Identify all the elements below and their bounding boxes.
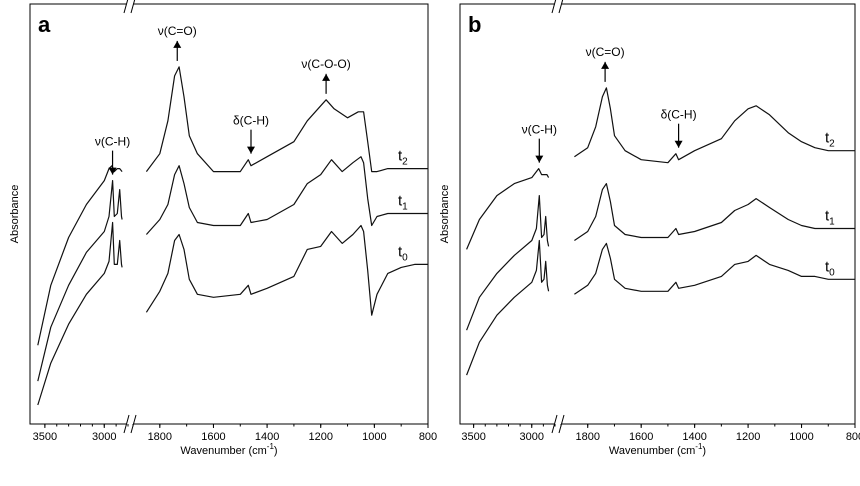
series-t0-line-low bbox=[145, 224, 428, 316]
panel-letter: a bbox=[38, 12, 51, 37]
y-axis-title: Absorbance bbox=[9, 185, 21, 244]
annotation-label: δ(C-H) bbox=[661, 108, 697, 122]
annotation-arrow-head bbox=[322, 73, 331, 81]
x-tick-label: 1800 bbox=[575, 431, 599, 443]
x-tick-label: 3000 bbox=[520, 431, 544, 443]
series-t2-line-low bbox=[145, 66, 428, 173]
x-tick-label: 1200 bbox=[736, 431, 760, 443]
x-tick-label: 1200 bbox=[308, 431, 332, 443]
plot-frame-left bbox=[29, 3, 127, 425]
series-label-main: t bbox=[398, 243, 403, 260]
series-t0-label: t0 bbox=[398, 243, 408, 263]
series-t1-label: t1 bbox=[398, 193, 408, 213]
x-tick-label: 3500 bbox=[33, 431, 57, 443]
series-t0-label: t0 bbox=[825, 258, 835, 278]
x-tick-label: 1800 bbox=[148, 431, 172, 443]
series-t1-line-low bbox=[145, 156, 428, 235]
series-t1-line-high bbox=[466, 195, 550, 331]
annotation-label: ν(C=O) bbox=[586, 45, 625, 59]
annotation-label: ν(C-H) bbox=[522, 123, 557, 137]
plot-frame-left bbox=[459, 3, 555, 425]
axis-break-mark bbox=[558, 0, 564, 14]
x-axis-title-end: ) bbox=[274, 445, 278, 457]
annotation-label: ν(C=O) bbox=[158, 24, 197, 38]
series-label-subscript: 0 bbox=[829, 267, 835, 278]
series-t1-label: t1 bbox=[825, 207, 835, 227]
x-tick-label: 3000 bbox=[92, 431, 116, 443]
axis-break-mark bbox=[123, 0, 129, 14]
series-t0-line-low bbox=[574, 242, 855, 295]
axis-break-mark bbox=[551, 0, 557, 14]
plot-frame-right bbox=[561, 3, 856, 425]
annotation-arrow-head bbox=[601, 61, 610, 69]
series-t2-label: t2 bbox=[825, 130, 835, 150]
x-axis-title: Wavenumber (cm-1) bbox=[609, 442, 706, 457]
x-tick-label: 1400 bbox=[682, 431, 706, 443]
y-axis-title: Absorbance bbox=[439, 185, 451, 244]
series-t2-line-high bbox=[37, 165, 123, 346]
series-t2-line-low bbox=[574, 87, 855, 164]
annotation-arrow-head bbox=[674, 140, 683, 148]
x-tick-label: 800 bbox=[419, 431, 437, 443]
panel-a: 3500 3000 1800 1600 1400 1200 1000 800 Wavenumbe… bbox=[9, 0, 437, 457]
series-label-main: t bbox=[398, 148, 403, 165]
series-label-subscript: 1 bbox=[402, 202, 408, 213]
x-axis-title-text: Wavenumber (cm bbox=[609, 445, 695, 457]
x-axis-title-superscript: -1 bbox=[695, 442, 703, 451]
series-label-subscript: 1 bbox=[829, 216, 835, 227]
x-tick-label: 3500 bbox=[461, 431, 485, 443]
annotation-arrow-head bbox=[535, 155, 544, 163]
series-t1-line-high bbox=[37, 180, 123, 382]
series-t1-line-low bbox=[574, 183, 855, 241]
x-axis-title-superscript: -1 bbox=[267, 442, 275, 451]
series-t0-line-high bbox=[37, 221, 123, 406]
series-t0-line-high bbox=[466, 239, 550, 376]
series-label-main: t bbox=[825, 130, 830, 147]
series-label-main: t bbox=[825, 207, 830, 224]
series-t2-line-high bbox=[466, 168, 550, 250]
panel-b: 3500 3000 1800 1600 1400 1200 1000 800 Wavenumbe… bbox=[439, 0, 860, 457]
series-label-main: t bbox=[825, 258, 830, 275]
annotation-arrow-head bbox=[173, 40, 182, 48]
annotation-arrow-head bbox=[247, 146, 255, 154]
annotation-label: δ(C-H) bbox=[233, 114, 269, 128]
plot-frame-right bbox=[133, 3, 429, 425]
panel-letter: b bbox=[468, 12, 481, 37]
series-label-subscript: 0 bbox=[402, 252, 408, 263]
annotation-arrow-head bbox=[108, 167, 117, 175]
x-tick-label: 800 bbox=[846, 431, 860, 443]
annotation-label: ν(C-H) bbox=[95, 135, 130, 149]
x-tick-label: 1600 bbox=[629, 431, 653, 443]
series-t2-label: t2 bbox=[398, 148, 408, 168]
x-axis-title-text: Wavenumber (cm bbox=[180, 445, 266, 457]
series-label-subscript: 2 bbox=[402, 157, 408, 168]
x-axis-title-end: ) bbox=[702, 445, 706, 457]
series-label-main: t bbox=[398, 193, 403, 210]
x-axis-title: Wavenumber (cm-1) bbox=[180, 442, 277, 457]
x-tick-label: 1600 bbox=[201, 431, 225, 443]
x-tick-label: 1400 bbox=[255, 431, 279, 443]
x-tick-label: 1000 bbox=[789, 431, 813, 443]
x-tick-label: 1000 bbox=[362, 431, 386, 443]
axis-break-mark bbox=[123, 414, 130, 434]
annotation-label: ν(C-O-O) bbox=[301, 57, 350, 71]
axis-break-mark bbox=[130, 0, 136, 14]
series-label-subscript: 2 bbox=[829, 139, 835, 150]
